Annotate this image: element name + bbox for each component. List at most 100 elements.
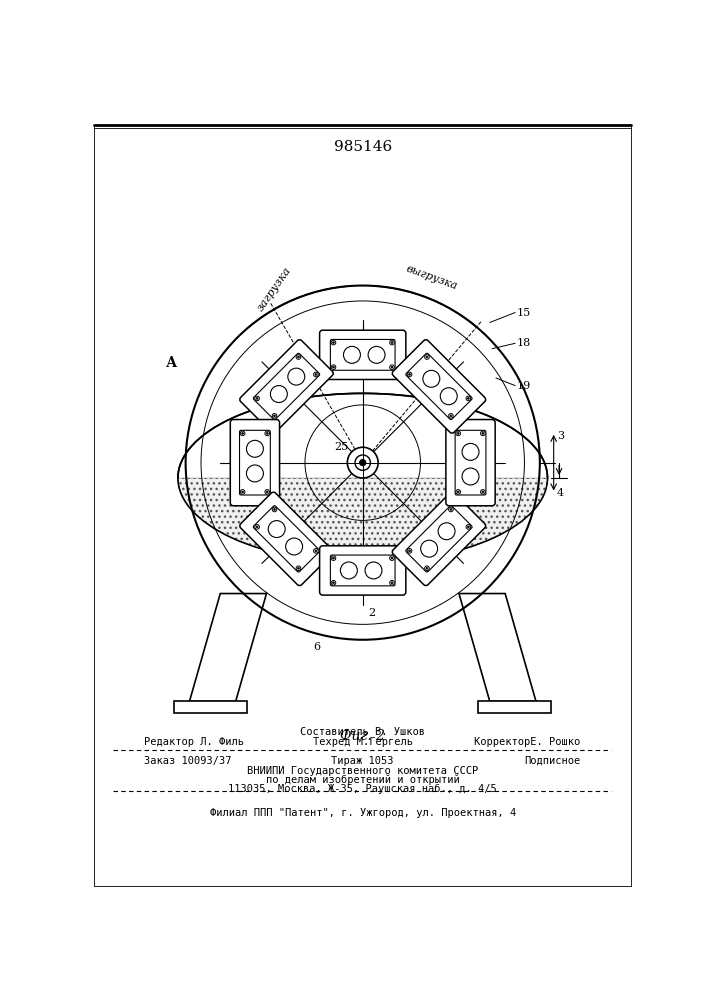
- Circle shape: [247, 465, 264, 482]
- Circle shape: [242, 491, 243, 493]
- FancyBboxPatch shape: [240, 340, 333, 433]
- Circle shape: [456, 431, 460, 436]
- Text: 113035, Москва, Ж-35, Раушская наб., д. 4/5: 113035, Москва, Ж-35, Раушская наб., д. …: [228, 784, 497, 794]
- Circle shape: [331, 365, 336, 369]
- FancyBboxPatch shape: [392, 492, 486, 586]
- Text: Подписное: Подписное: [525, 756, 580, 766]
- Text: 19: 19: [517, 381, 531, 391]
- Circle shape: [298, 356, 299, 358]
- FancyBboxPatch shape: [406, 353, 472, 420]
- Circle shape: [331, 580, 336, 585]
- Text: выгрузка: выгрузка: [405, 264, 459, 292]
- Text: Составитель В. Ушков: Составитель В. Ушков: [300, 727, 425, 737]
- Circle shape: [467, 526, 469, 528]
- Circle shape: [315, 550, 317, 552]
- Circle shape: [426, 567, 428, 569]
- Circle shape: [332, 366, 334, 368]
- FancyBboxPatch shape: [320, 546, 406, 595]
- Circle shape: [272, 414, 277, 418]
- Circle shape: [255, 396, 259, 401]
- Polygon shape: [174, 701, 247, 713]
- Circle shape: [407, 372, 412, 377]
- Circle shape: [409, 374, 411, 375]
- Text: загрузка: загрузка: [255, 265, 293, 313]
- Polygon shape: [478, 701, 551, 713]
- Circle shape: [331, 556, 336, 560]
- Circle shape: [391, 557, 393, 559]
- Circle shape: [332, 342, 334, 343]
- Circle shape: [391, 366, 393, 368]
- Circle shape: [407, 549, 412, 553]
- Circle shape: [315, 374, 317, 375]
- Circle shape: [314, 549, 318, 553]
- Circle shape: [425, 355, 429, 359]
- Circle shape: [368, 346, 385, 363]
- Circle shape: [288, 368, 305, 385]
- Circle shape: [272, 507, 277, 512]
- Polygon shape: [178, 478, 547, 563]
- Circle shape: [274, 415, 276, 417]
- Circle shape: [462, 443, 479, 460]
- Text: КорректорЕ. Рошко: КорректорЕ. Рошко: [474, 737, 580, 747]
- Text: Редактор Л. Филь: Редактор Л. Филь: [144, 737, 244, 747]
- Circle shape: [240, 490, 245, 494]
- FancyBboxPatch shape: [230, 420, 279, 506]
- Circle shape: [450, 509, 452, 510]
- Circle shape: [449, 414, 453, 418]
- Circle shape: [438, 523, 455, 540]
- Circle shape: [481, 431, 485, 436]
- Circle shape: [332, 557, 334, 559]
- Circle shape: [462, 468, 479, 485]
- Circle shape: [255, 525, 259, 529]
- Circle shape: [256, 397, 258, 399]
- Polygon shape: [189, 594, 267, 701]
- Circle shape: [390, 580, 395, 585]
- Text: 15: 15: [517, 308, 531, 318]
- Circle shape: [360, 460, 366, 466]
- FancyBboxPatch shape: [392, 340, 486, 433]
- Circle shape: [449, 507, 453, 512]
- Circle shape: [247, 440, 264, 457]
- Circle shape: [355, 455, 370, 470]
- Circle shape: [296, 566, 300, 571]
- Text: 18: 18: [517, 338, 531, 348]
- Circle shape: [242, 432, 243, 434]
- Circle shape: [344, 346, 361, 363]
- Polygon shape: [459, 594, 536, 701]
- Circle shape: [482, 432, 484, 434]
- Circle shape: [409, 550, 411, 552]
- Text: Филиал ППП "Патент", г. Ужгород, ул. Проектная, 4: Филиал ППП "Патент", г. Ужгород, ул. Про…: [209, 808, 516, 818]
- FancyBboxPatch shape: [240, 492, 333, 586]
- FancyBboxPatch shape: [320, 330, 406, 379]
- Circle shape: [425, 566, 429, 571]
- Circle shape: [481, 490, 485, 494]
- Circle shape: [423, 370, 440, 387]
- Circle shape: [332, 582, 334, 584]
- Circle shape: [467, 397, 469, 399]
- FancyBboxPatch shape: [446, 420, 495, 506]
- Text: Фиг. 2: Фиг. 2: [340, 729, 385, 743]
- Circle shape: [390, 365, 395, 369]
- Text: Тираж 1053: Тираж 1053: [332, 756, 394, 766]
- Circle shape: [347, 447, 378, 478]
- Circle shape: [256, 526, 258, 528]
- Circle shape: [466, 396, 471, 401]
- Circle shape: [457, 491, 459, 493]
- Text: ВНИИПИ Государственного комитета СССР: ВНИИПИ Государственного комитета СССР: [247, 766, 479, 776]
- Text: 25: 25: [334, 442, 349, 452]
- Text: 2: 2: [368, 608, 375, 618]
- Circle shape: [426, 356, 428, 358]
- Circle shape: [265, 431, 269, 436]
- Circle shape: [270, 386, 287, 403]
- Circle shape: [340, 562, 357, 579]
- Circle shape: [314, 372, 318, 377]
- Text: Техред М.Гергель: Техред М.Гергель: [312, 737, 413, 747]
- Circle shape: [391, 582, 393, 584]
- Text: 3: 3: [557, 431, 564, 441]
- FancyBboxPatch shape: [330, 555, 395, 586]
- Circle shape: [450, 415, 452, 417]
- FancyBboxPatch shape: [455, 430, 486, 495]
- FancyBboxPatch shape: [240, 430, 270, 495]
- Text: по делам изобретений и открытий: по делам изобретений и открытий: [266, 775, 460, 785]
- Circle shape: [331, 340, 336, 345]
